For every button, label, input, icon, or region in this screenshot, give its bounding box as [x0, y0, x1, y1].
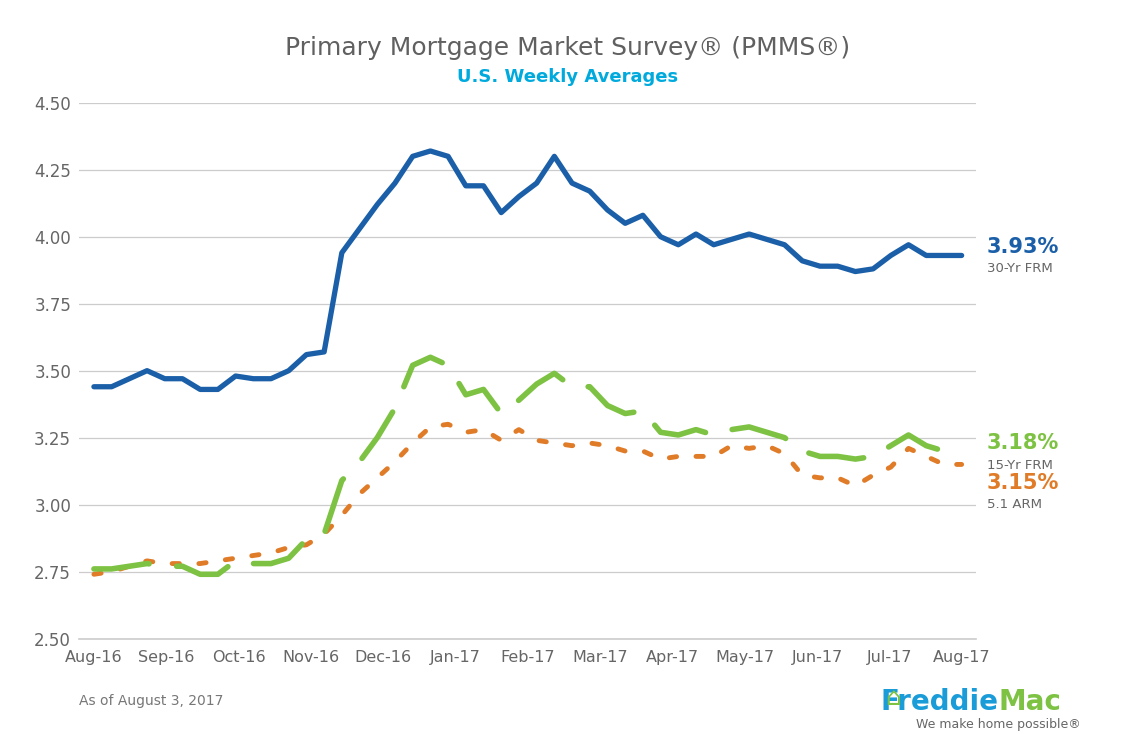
- Text: U.S. Weekly Averages: U.S. Weekly Averages: [457, 68, 678, 86]
- Text: Freddie: Freddie: [881, 688, 999, 716]
- Text: 3.93%: 3.93%: [987, 236, 1059, 257]
- Text: 30-Yr FRM: 30-Yr FRM: [987, 262, 1052, 275]
- Text: 5.1 ARM: 5.1 ARM: [987, 498, 1042, 511]
- Text: Primary Mortgage Market Survey® (PMMS®): Primary Mortgage Market Survey® (PMMS®): [285, 36, 850, 59]
- Text: As of August 3, 2017: As of August 3, 2017: [79, 694, 224, 708]
- Text: 3.18%: 3.18%: [987, 433, 1059, 453]
- Text: We make home possible®: We make home possible®: [916, 718, 1082, 731]
- Text: ⌂: ⌂: [885, 686, 901, 711]
- Text: 3.15%: 3.15%: [987, 473, 1059, 493]
- Text: Mac: Mac: [999, 688, 1061, 716]
- Text: 15-Yr FRM: 15-Yr FRM: [987, 459, 1053, 472]
